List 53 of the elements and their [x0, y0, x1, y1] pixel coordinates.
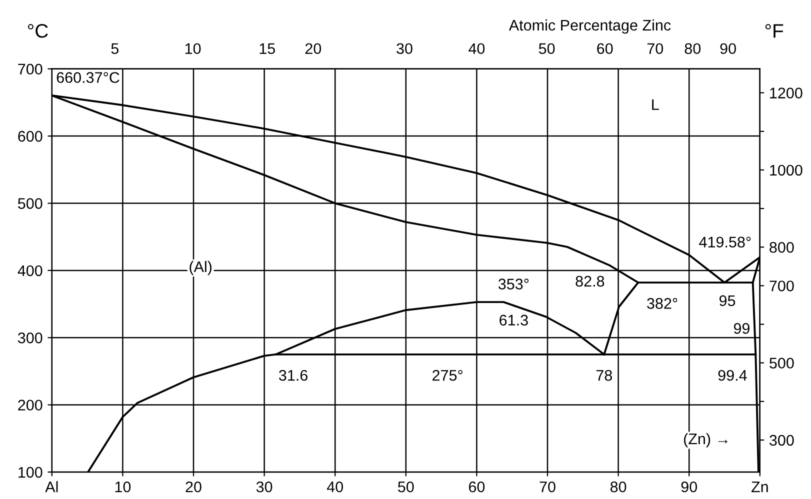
- y-tick-label: 100: [18, 466, 42, 478]
- text: 90: [720, 43, 736, 54]
- text: 70: [647, 43, 664, 54]
- y2-tick-label: 500: [770, 358, 794, 369]
- x-tick-label: 40: [326, 481, 344, 492]
- x-tick-label: 60: [468, 481, 485, 492]
- annotation: 275°: [432, 370, 462, 381]
- x-tick-label: 10: [115, 481, 131, 492]
- annotation: 419.58°: [699, 236, 751, 248]
- annotation: 353°: [498, 278, 529, 290]
- text: 30: [396, 43, 412, 54]
- y-axis-title: °C: [28, 24, 48, 38]
- annotation: 660.37°C: [56, 72, 120, 83]
- y2-tick-label: 800: [770, 242, 794, 253]
- y-tick-label: 500: [18, 198, 42, 209]
- y2-tick-label: 1000: [770, 164, 802, 176]
- x-tick-label: 80: [610, 481, 626, 492]
- x-tick-label: 90: [681, 481, 698, 492]
- x-tick-label: 30: [256, 481, 272, 492]
- annotation: (Al): [190, 260, 212, 276]
- text: 80: [684, 43, 701, 54]
- annotation: 95: [720, 295, 736, 306]
- y2-axis-title: °F: [765, 24, 784, 38]
- y2-tick-label: 300: [770, 434, 794, 446]
- annotation: L: [652, 99, 659, 110]
- y-tick-label: 600: [18, 130, 42, 142]
- x2-axis-title: Atomic Percentage Zinc: [508, 19, 671, 34]
- annotation: 31.6: [278, 370, 308, 381]
- annotation: 382°: [647, 298, 678, 309]
- text: 60: [597, 43, 613, 54]
- annotation: 99: [734, 323, 750, 334]
- text: 15: [260, 43, 275, 54]
- annotation: 99.4: [718, 370, 747, 381]
- y-tick-label: 400: [18, 265, 42, 276]
- x-tick-label: 50: [398, 481, 414, 492]
- x-tick-label: 70: [540, 481, 556, 492]
- y-tick-label: 200: [18, 400, 42, 411]
- annotation: 61.3: [500, 314, 528, 326]
- annotation: (Zn) →: [684, 433, 728, 448]
- y2-tick-label: 700: [770, 280, 794, 292]
- y-tick-label: 700: [18, 64, 42, 75]
- y2-tick-label: 1200: [770, 88, 802, 98]
- text: 40: [468, 43, 485, 54]
- text: 20: [305, 43, 322, 54]
- x-tick-label: Al: [45, 481, 58, 492]
- text: 5: [111, 43, 119, 54]
- y-tick-label: 300: [18, 332, 42, 344]
- annotation: 82.8: [576, 276, 604, 287]
- annotation: 78: [596, 370, 612, 381]
- x-tick-label: 20: [186, 481, 202, 492]
- text: 10: [185, 43, 201, 54]
- x-tick-label: Zn: [751, 482, 768, 492]
- text: 50: [538, 43, 555, 54]
